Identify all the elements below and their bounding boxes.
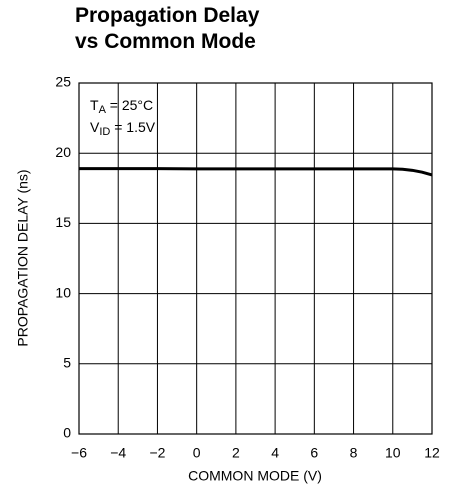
x-axis-label: COMMON MODE (V) — [188, 468, 322, 484]
chart-title: vs Common Mode — [75, 30, 256, 53]
x-tick-label: −6 — [71, 445, 87, 461]
x-tick-label: −2 — [149, 445, 165, 461]
annotation: VID = 1.5V — [90, 119, 156, 138]
x-tick-label: 12 — [424, 445, 440, 461]
annotation-sub: A — [99, 104, 107, 116]
x-tick-label: 6 — [310, 445, 318, 461]
y-tick-label: 10 — [55, 284, 71, 300]
annotation-part: V — [90, 119, 100, 135]
annotation-sub: ID — [99, 126, 110, 138]
y-axis-label: PROPAGATION DELAY (ns) — [15, 169, 31, 346]
y-tick-label: 0 — [63, 425, 71, 441]
chart-title: Propagation Delay — [75, 4, 260, 27]
x-tick-label: 8 — [350, 445, 358, 461]
x-tick-label: 2 — [232, 445, 240, 461]
x-tick-label: 10 — [385, 445, 401, 461]
y-tick-label: 25 — [55, 74, 71, 90]
y-tick-label: 5 — [63, 355, 71, 371]
plot-frame — [78, 82, 433, 435]
x-tick-label: 0 — [193, 445, 201, 461]
x-tick-label: −4 — [110, 445, 126, 461]
y-tick-label: 15 — [55, 214, 71, 230]
annotation-part: T — [90, 97, 99, 113]
annotation-part: = 25°C — [106, 97, 153, 113]
annotation: TA = 25°C — [90, 97, 153, 116]
x-tick-label: 4 — [271, 445, 279, 461]
data-line — [79, 167, 433, 177]
annotation-part: = 1.5V — [110, 119, 155, 135]
y-tick-label: 20 — [55, 144, 71, 160]
